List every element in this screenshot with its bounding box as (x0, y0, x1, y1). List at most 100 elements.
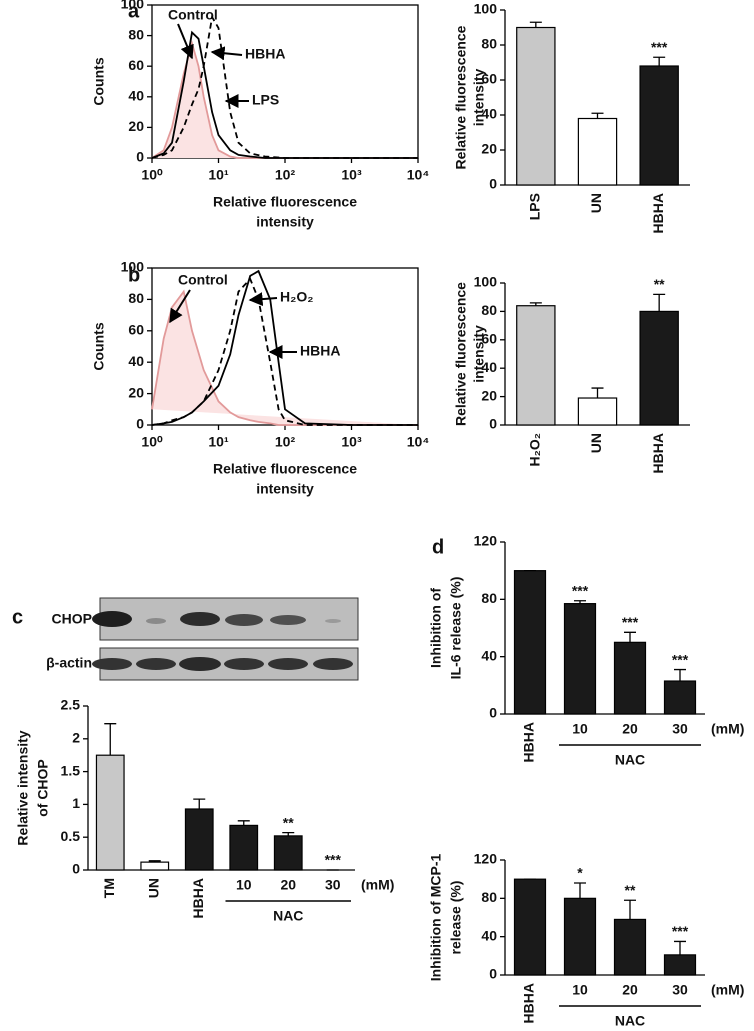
y-axis-label: release (%) (448, 881, 464, 955)
series-label: Control (178, 272, 228, 288)
bar (229, 824, 259, 871)
y-tick-label: 20 (128, 384, 144, 400)
y-tick-label: 0.5 (61, 828, 81, 844)
y-tick-label: 40 (481, 106, 497, 122)
bar (563, 897, 597, 976)
significance-label: ** (654, 276, 665, 292)
bar (663, 954, 697, 976)
y-tick-label: 60 (481, 71, 497, 87)
y-tick-label: 120 (474, 851, 498, 867)
error-bar (237, 820, 250, 826)
x-tick-label: 10² (275, 434, 296, 450)
bar (184, 808, 214, 871)
bar (140, 861, 170, 871)
label-arrow (210, 46, 243, 61)
y-axis-label: intensity (471, 325, 487, 383)
blot-band (179, 657, 221, 671)
y-tick-label: 100 (474, 1, 498, 17)
bar (639, 65, 679, 186)
significance-label: * (577, 865, 583, 881)
blot-band (180, 612, 220, 626)
unit-label: (mM) (711, 721, 744, 737)
y-tick-label: 80 (128, 26, 144, 42)
y-tick-label: 0 (489, 966, 497, 982)
x-tick-label: 10 (572, 721, 588, 737)
error-bar (624, 631, 636, 643)
x-tick-label: HBHA (190, 878, 206, 918)
x-tick-label: HBHA (650, 193, 666, 233)
curve (151, 14, 418, 159)
x-axis-label: intensity (256, 214, 314, 230)
western-blot: CHOP β-actin (46, 597, 359, 681)
error-bar (653, 56, 666, 66)
y-tick-label: 0 (136, 149, 144, 165)
curve (151, 289, 418, 426)
significance-label: ** (283, 814, 294, 830)
error-bar (624, 899, 636, 920)
y-tick-label: 60 (128, 322, 144, 338)
x-tick-label: 10¹ (208, 167, 229, 183)
bar (563, 603, 597, 715)
x-tick-label: UN (588, 433, 604, 453)
error-bar (104, 723, 117, 756)
bar (639, 310, 679, 426)
series-label: Control (168, 7, 218, 23)
x-tick-label: 10³ (341, 434, 362, 450)
x-tick-label: HBHA (650, 433, 666, 473)
curve (151, 269, 418, 426)
y-axis-label: intensity (471, 69, 487, 127)
significance-label: *** (672, 923, 689, 939)
y-tick-label: 100 (121, 0, 145, 12)
error-bar (674, 940, 686, 955)
label-arrow (169, 289, 191, 324)
blot-band (224, 658, 264, 670)
x-tick-label: 10¹ (208, 434, 229, 450)
significance-label: *** (572, 582, 589, 598)
blot-band (136, 658, 176, 670)
x-tick-label: H₂O₂ (527, 433, 543, 466)
y-tick-label: 120 (474, 533, 498, 549)
panel-label: c (12, 606, 23, 628)
curve (151, 277, 418, 426)
bar (613, 918, 647, 976)
y-axis-label: Inhibition of MCP-1 (428, 854, 444, 982)
x-axis-label: Relative fluorescence (213, 194, 357, 210)
error-bar (591, 387, 604, 399)
x-tick-label: 30 (325, 877, 341, 893)
y-tick-label: 80 (481, 889, 497, 905)
y-tick-label: 100 (121, 259, 145, 275)
y-tick-label: 40 (128, 88, 144, 104)
series-label: H₂O₂ (280, 289, 313, 305)
x-tick-label: UN (588, 193, 604, 213)
y-axis-label: Relative fluorescence (453, 282, 469, 426)
panel-label: b (128, 264, 140, 286)
error-bar (674, 668, 686, 682)
y-tick-label: 100 (474, 274, 498, 290)
bar (95, 754, 125, 871)
label-arrow (248, 292, 278, 307)
y-tick-label: 0 (489, 176, 497, 192)
error-bar (574, 882, 586, 899)
blot-band (313, 658, 353, 670)
y-tick-label: 2 (72, 730, 80, 746)
error-bar (193, 798, 206, 809)
y-axis-label: Counts (91, 322, 107, 370)
y-axis-label: Relative intensity (15, 730, 31, 845)
error-bar (653, 293, 666, 312)
x-tick-label: 10⁰ (141, 167, 163, 183)
bar (513, 570, 547, 715)
significance-label: *** (622, 614, 639, 630)
x-axis-label: Relative fluorescence (213, 461, 357, 477)
panel-label: a (128, 0, 140, 22)
y-tick-label: 60 (128, 57, 144, 73)
y-tick-label: 40 (128, 353, 144, 369)
bar (513, 878, 547, 976)
blot-band (92, 658, 132, 670)
y-axis-label: Inhibition of (428, 588, 444, 668)
blot-band (92, 611, 132, 627)
x-tick-label: TM (101, 878, 117, 898)
y-tick-label: 80 (481, 590, 497, 606)
x-tick-label: HBHA (521, 983, 537, 1023)
y-axis-label: Relative fluorescence (453, 25, 469, 169)
